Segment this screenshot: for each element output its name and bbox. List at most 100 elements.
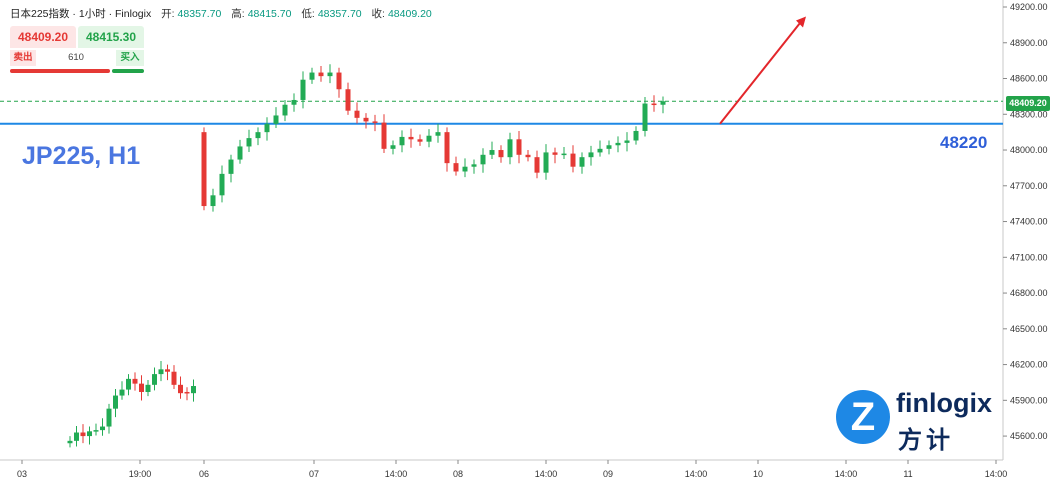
segment-1-candle <box>93 430 99 432</box>
x-tick-label: 03 <box>17 469 27 479</box>
y-tick-label: 45900.00 <box>1010 395 1048 405</box>
segment-2-candle <box>435 132 441 136</box>
segment-1-candle <box>191 386 196 394</box>
trend-arrow-line <box>719 19 803 125</box>
segment-2-candle <box>237 146 243 160</box>
x-tick-label: 07 <box>309 469 319 479</box>
close-value: 48409.20 <box>387 8 432 20</box>
segment-2-candle <box>579 157 585 167</box>
segment-2-candle <box>426 135 432 142</box>
segment-1-candle <box>67 440 73 444</box>
current-price-tag: 48409.20 <box>1006 96 1050 111</box>
segment-2-candle <box>228 159 234 174</box>
segment-1-candle <box>113 395 118 409</box>
quantity-field[interactable]: 610 <box>36 50 116 66</box>
y-tick-label: 47100.00 <box>1010 252 1048 262</box>
close-label: 收: <box>371 8 385 20</box>
y-tick-label: 46800.00 <box>1010 288 1048 298</box>
segment-1-candle <box>178 384 183 394</box>
segment-1-candle <box>74 432 79 441</box>
segment-2-candle <box>345 89 351 111</box>
open-value: 48357.70 <box>177 8 222 20</box>
segment-2-candle <box>480 154 486 165</box>
segment-2-candle <box>282 104 288 116</box>
segment-2-candle <box>336 72 342 90</box>
segment-2-candle <box>201 132 207 207</box>
segment-1-candle <box>87 431 92 437</box>
segment-2-candle <box>498 150 504 158</box>
segment-2-candle <box>444 132 450 164</box>
segment-2-candle <box>462 166 468 172</box>
y-tick-label: 48900.00 <box>1010 38 1048 48</box>
logo-text: finlogix <box>896 388 992 418</box>
x-tick-label: 10 <box>753 469 763 479</box>
y-tick-label: 48600.00 <box>1010 74 1048 84</box>
segment-2-candle <box>471 164 477 167</box>
segment-2-candle <box>525 154 531 158</box>
buy-button[interactable]: 买入 <box>116 50 144 66</box>
y-tick-label: 49200.00 <box>1010 2 1048 12</box>
segment-1-candle <box>171 371 177 385</box>
x-tick-label: 06 <box>199 469 209 479</box>
segment-2-candle <box>624 140 630 143</box>
sell-button[interactable]: 卖出 <box>10 50 36 66</box>
segment-2-candle <box>615 142 621 146</box>
segment-2-candle <box>318 72 324 77</box>
y-tick-label: 46200.00 <box>1010 360 1048 370</box>
segment-1-candle <box>158 369 164 375</box>
level-label: 48220 <box>940 133 988 152</box>
segment-2-candle <box>354 110 360 118</box>
symbol-label: JP225, H1 <box>22 142 141 170</box>
segment-2-candle <box>507 139 513 158</box>
high-value: 48415.70 <box>247 8 292 20</box>
x-tick-label: 14:00 <box>385 469 408 479</box>
trend-arrow-head <box>796 16 806 28</box>
segment-2-candle <box>327 72 333 77</box>
buy-price-button[interactable]: 48415.30 <box>78 26 144 48</box>
segment-1-candle <box>152 374 157 385</box>
sell-price-button[interactable]: 48409.20 <box>10 26 76 48</box>
x-tick-label: 19:00 <box>129 469 152 479</box>
segment-2-candle <box>363 117 369 122</box>
segment-2-candle <box>543 152 549 173</box>
segment-2-candle <box>219 173 225 196</box>
segment-2-candle <box>633 130 639 141</box>
chart-title: 日本225指数 · 1小时 · Finlogix <box>10 8 152 20</box>
segment-2-candle <box>516 139 522 155</box>
segment-2-candle <box>642 103 648 131</box>
y-tick-label: 47400.00 <box>1010 217 1048 227</box>
segment-2-candle <box>588 152 594 158</box>
segment-2-candle <box>381 122 387 149</box>
x-tick-label: 14:00 <box>685 469 708 479</box>
segment-1-candle <box>119 389 125 396</box>
segment-2-candle <box>453 163 459 172</box>
segment-2-candle <box>561 153 567 156</box>
trade-panel: 48409.20 48415.30 卖出 610 买入 <box>10 26 144 76</box>
segment-2-candle <box>264 123 270 133</box>
segment-2-candle <box>210 195 216 207</box>
segment-1-candle <box>184 391 190 394</box>
logo-mark-icon: Z <box>836 390 890 444</box>
segment-2-candle <box>291 99 297 105</box>
segment-2-candle <box>570 153 576 167</box>
open-label: 开: <box>161 8 175 20</box>
segment-1-candle <box>80 432 86 437</box>
segment-2-candle <box>300 79 306 100</box>
segment-1-candle <box>132 378 138 384</box>
logo-subtext: 方计 <box>898 427 954 454</box>
y-tick-label: 46500.00 <box>1010 324 1048 334</box>
segment-2-candle <box>651 103 657 106</box>
y-tick-label: 47700.00 <box>1010 181 1048 191</box>
segment-2-candle <box>372 121 378 123</box>
x-tick-label: 11 <box>903 469 912 479</box>
segment-2-candle <box>660 101 666 105</box>
x-tick-label: 09 <box>603 469 613 479</box>
segment-2-candle <box>417 139 423 142</box>
segment-2-candle <box>399 136 405 146</box>
y-tick-label: 48000.00 <box>1010 145 1048 155</box>
segment-1-candle <box>100 426 105 431</box>
low-value: 48357.70 <box>317 8 362 20</box>
y-tick-label: 48300.00 <box>1010 109 1048 119</box>
chart-header: 日本225指数 · 1小时 · Finlogix 开: 48357.70 高: 48… <box>10 6 432 21</box>
